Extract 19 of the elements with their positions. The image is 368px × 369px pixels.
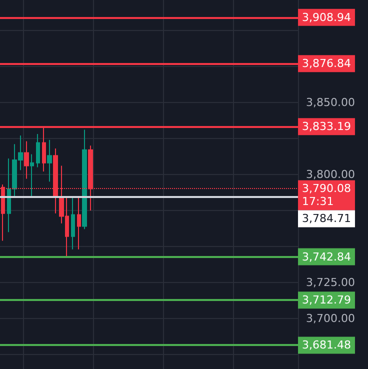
ref-line-label: 3,742.84 [302,250,351,264]
candlestick [82,129,87,230]
y-tick-label: 3,725.00 [306,276,355,290]
candlestick [30,154,34,197]
candlestick [47,139,52,182]
ref-line-label: 3,681.48 [302,338,351,352]
ref-line-label: 3,908.94 [302,10,351,24]
candlestick [36,134,40,168]
ref-line-label: 3,784.71 [302,212,351,226]
ref-line-label: 3,876.84 [302,57,351,70]
ref-line-label: 3,712.79 [302,294,351,307]
candlestick [71,196,75,250]
y-tick-label: 3,800.00 [306,168,355,181]
y-tick-label: 3,850.00 [306,96,355,109]
candlestick [24,140,29,180]
candlestick [77,196,81,250]
ref-line-label: 3,790.08 17:31 [302,182,351,208]
ref-line-label: 3,833.19 [302,120,351,134]
y-tick-label: 3,700.00 [306,312,355,326]
